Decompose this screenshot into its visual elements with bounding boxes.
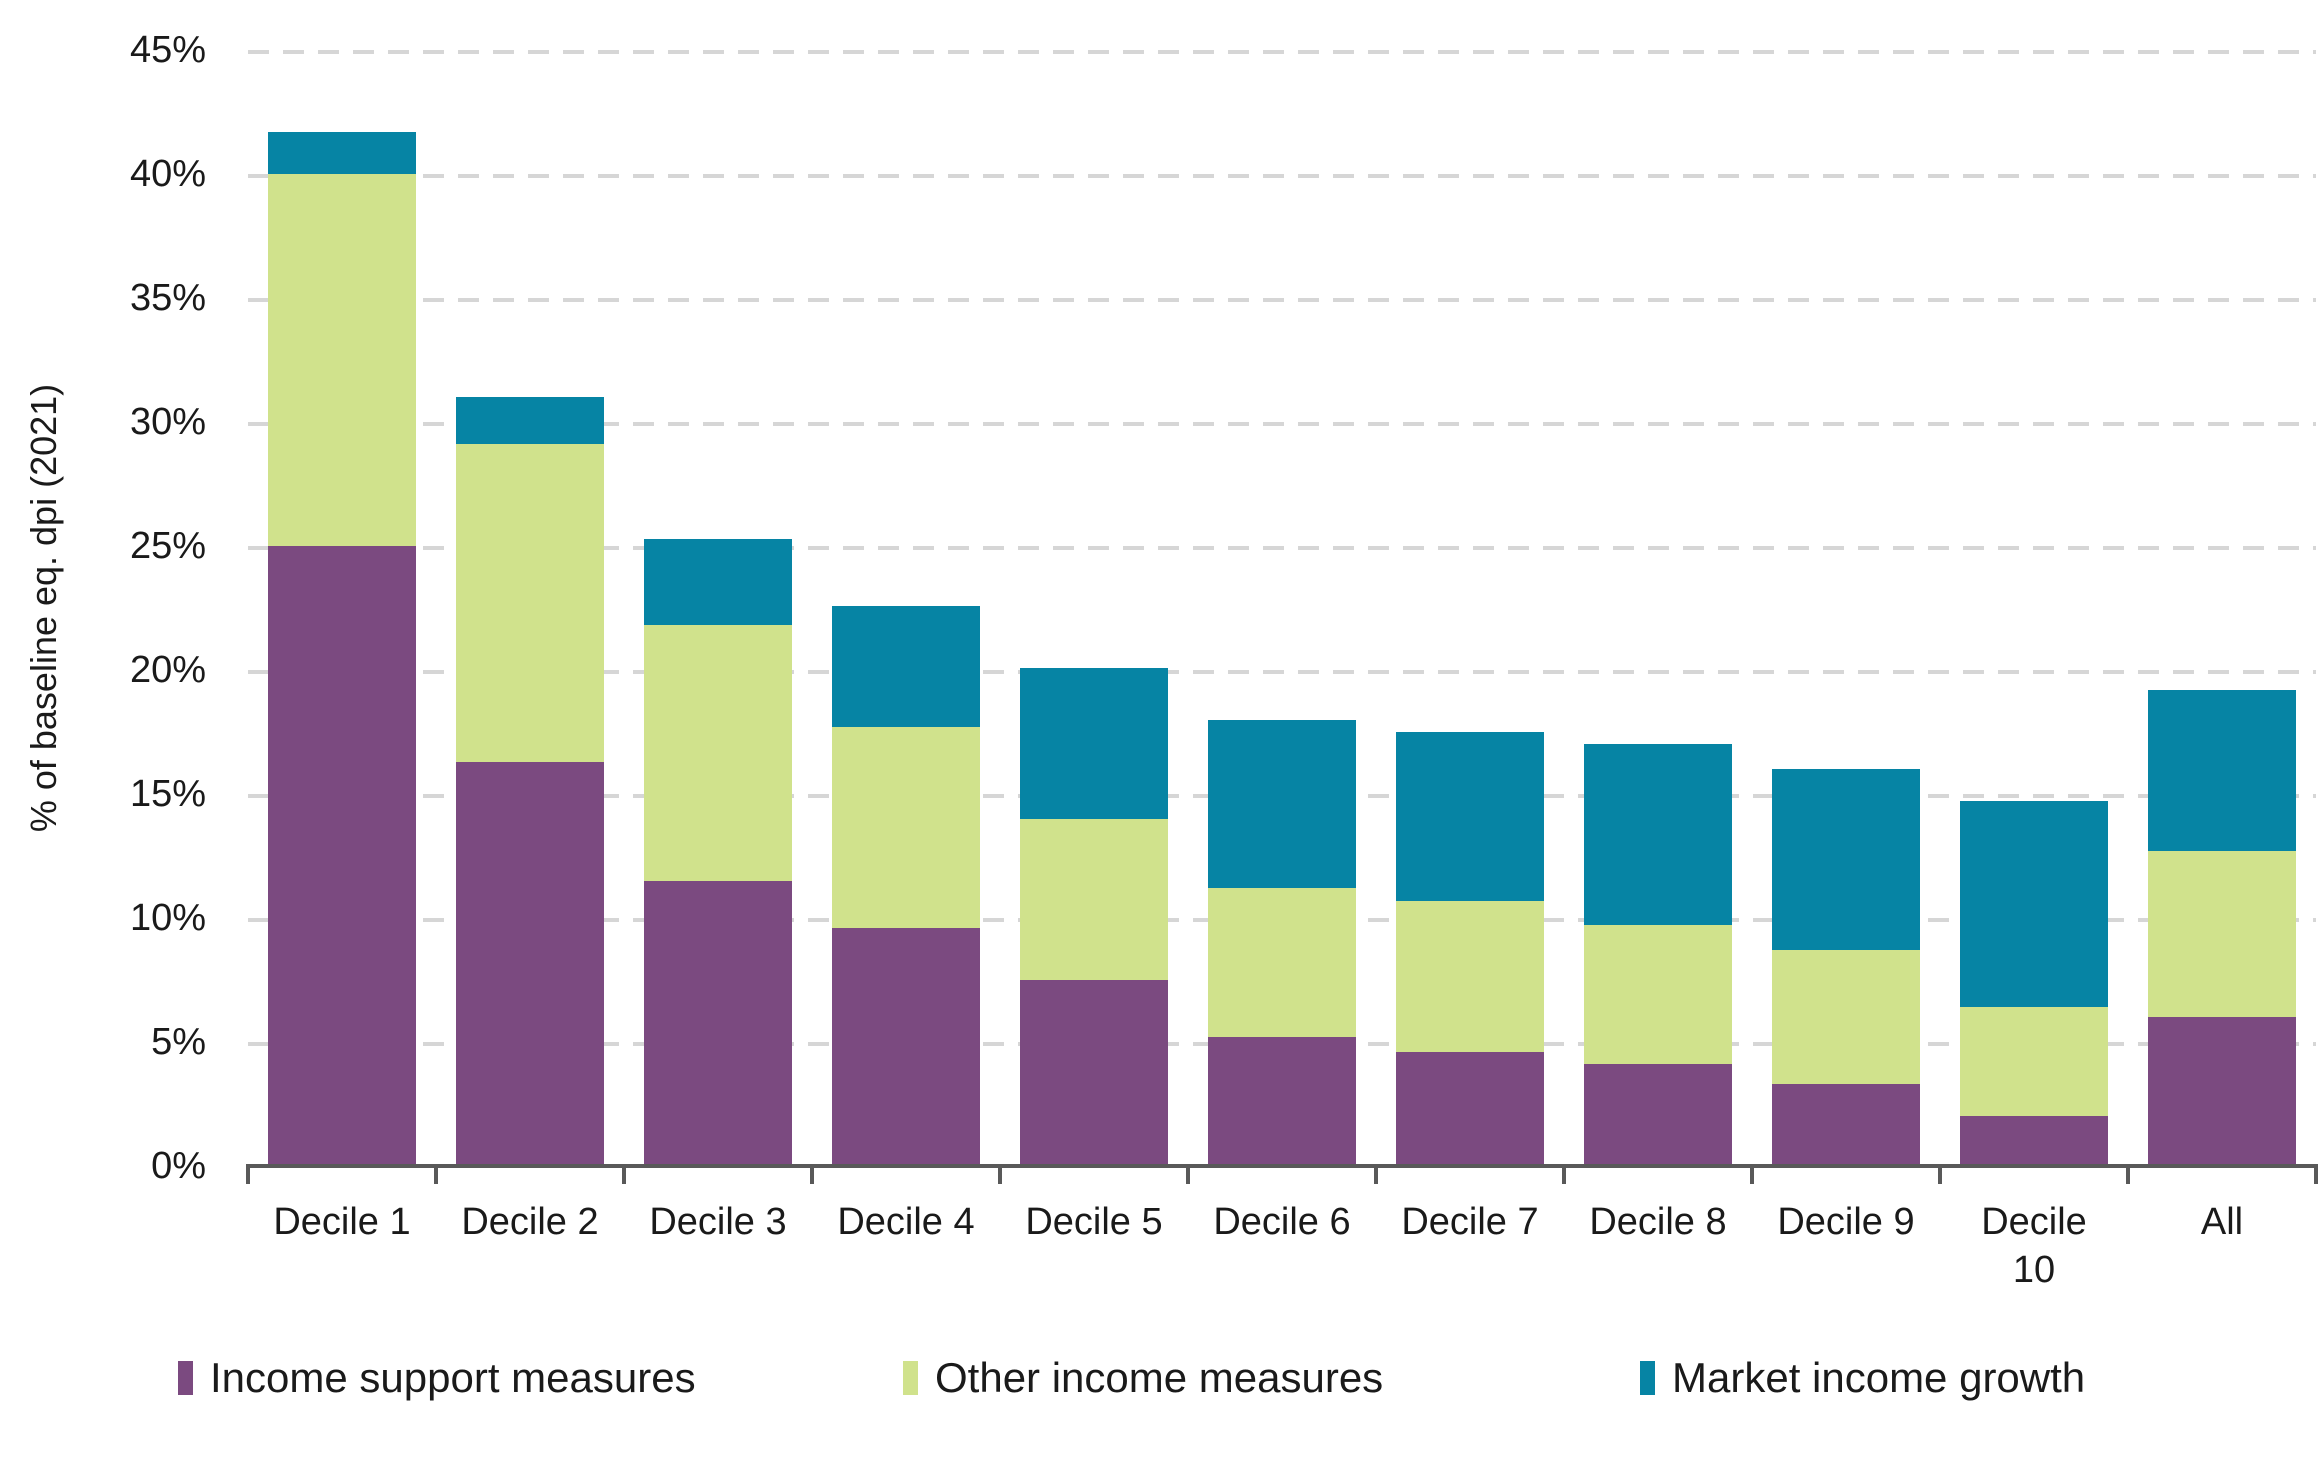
bar-group xyxy=(456,50,604,1166)
bar-segment xyxy=(1020,818,1168,980)
x-axis-tick xyxy=(810,1164,814,1184)
bar-group xyxy=(2148,50,2296,1166)
bar-segment xyxy=(456,444,604,762)
bar-group xyxy=(268,50,416,1166)
gridline-20 xyxy=(248,670,2316,674)
legend-item: Market income growth xyxy=(1640,1346,2085,1410)
legend-color-swatch xyxy=(178,1361,193,1395)
bar-segment xyxy=(1772,1084,1920,1166)
y-tick-label: 40% xyxy=(129,153,206,195)
bar-segment xyxy=(1960,1007,2108,1117)
x-category-label: All xyxy=(2200,1201,2244,1243)
y-tick-label: 45% xyxy=(129,29,206,71)
legend-item: Income support measures xyxy=(178,1346,696,1410)
x-axis-tick xyxy=(1562,1164,1566,1184)
x-axis-tick xyxy=(434,1164,438,1184)
x-axis-tick xyxy=(622,1164,626,1184)
bar-segment xyxy=(456,397,604,445)
legend-color-swatch xyxy=(1640,1361,1655,1395)
bar-segment xyxy=(1772,769,1920,951)
x-category-label: Decile 5 xyxy=(1025,1201,1163,1243)
bar-segment xyxy=(832,605,980,728)
x-axis-tick xyxy=(2126,1164,2130,1184)
legend-color-swatch xyxy=(903,1361,918,1395)
legend-label: Other income measures xyxy=(935,1354,1384,1401)
y-tick-label: 20% xyxy=(129,649,206,691)
bar-segment xyxy=(1584,925,1732,1065)
bar-segment xyxy=(1960,801,2108,1008)
x-axis-tick xyxy=(1186,1164,1190,1184)
x-category-label: Decile 10 xyxy=(1981,1201,2087,1291)
x-category-label: Decile 1 xyxy=(273,1201,411,1243)
gridline-45 xyxy=(248,50,2316,54)
bar-group xyxy=(1772,50,1920,1166)
bar-segment xyxy=(2148,1017,2296,1166)
bar-segment xyxy=(644,538,792,626)
bar-segment xyxy=(1396,1051,1544,1166)
bar-segment xyxy=(1208,888,1356,1038)
bar-segment xyxy=(1772,950,1920,1085)
x-category-label: Decile 9 xyxy=(1777,1201,1915,1243)
x-category-label: Decile 7 xyxy=(1401,1201,1539,1243)
y-tick-label: 5% xyxy=(151,1021,206,1063)
bar-segment xyxy=(268,131,416,174)
bar-group xyxy=(1584,50,1732,1166)
x-category-label: Decile 6 xyxy=(1213,1201,1351,1243)
legend-item: Other income measures xyxy=(903,1346,1383,1410)
y-tick-label: 10% xyxy=(129,897,206,939)
bar-group xyxy=(1020,50,1168,1166)
gridline-40 xyxy=(248,174,2316,178)
y-axis-title: % of baseline eq. dpi (2021) xyxy=(23,383,64,833)
legend: Income support measures Other income meas… xyxy=(0,1346,2320,1410)
legend-label: Income support measures xyxy=(210,1354,696,1401)
bar-segment xyxy=(1396,900,1544,1052)
bar-segment xyxy=(268,546,416,1166)
x-category-label: Decile 2 xyxy=(461,1201,599,1243)
bar-group xyxy=(1960,50,2108,1166)
bar-segment xyxy=(644,880,792,1166)
bar-segment xyxy=(2148,851,2296,1018)
x-axis-tick xyxy=(1750,1164,1754,1184)
gridline-25 xyxy=(248,546,2316,550)
y-tick-label: 25% xyxy=(129,525,206,567)
x-axis-line xyxy=(248,1164,2318,1168)
y-tick-label: 35% xyxy=(129,277,206,319)
y-tick-label: 0% xyxy=(151,1145,206,1187)
x-category-label: Decile 8 xyxy=(1589,1201,1727,1243)
bar-group xyxy=(1208,50,1356,1166)
bar-group xyxy=(1396,50,1544,1166)
bar-segment xyxy=(1020,980,1168,1166)
bar-segment xyxy=(1208,719,1356,889)
x-axis-tick xyxy=(2314,1164,2318,1184)
x-axis-tick xyxy=(1938,1164,1942,1184)
x-axis-tick xyxy=(246,1164,250,1184)
bar-group xyxy=(644,50,792,1166)
y-tick-label: 30% xyxy=(129,401,206,443)
bar-segment xyxy=(644,625,792,881)
gridline-35 xyxy=(248,298,2316,302)
bar-segment xyxy=(456,761,604,1166)
bar-segment xyxy=(1396,732,1544,901)
x-axis-tick xyxy=(998,1164,1002,1184)
gridline-30 xyxy=(248,422,2316,426)
bar-segment xyxy=(832,927,980,1166)
bar-segment xyxy=(1584,1064,1732,1166)
bar-segment xyxy=(1960,1116,2108,1166)
bar-segment xyxy=(1584,744,1732,926)
plot-area xyxy=(248,50,2316,1166)
y-tick-label: 15% xyxy=(129,773,206,815)
bar-group xyxy=(832,50,980,1166)
x-category-label: Decile 3 xyxy=(649,1201,787,1243)
bar-segment xyxy=(1020,667,1168,819)
bar-segment xyxy=(832,727,980,928)
bar-segment xyxy=(2148,689,2296,852)
x-axis-tick xyxy=(1374,1164,1378,1184)
legend-label: Market income growth xyxy=(1672,1354,2086,1401)
x-category-label: Decile 4 xyxy=(837,1201,975,1243)
bar-segment xyxy=(1208,1037,1356,1166)
bar-segment xyxy=(268,174,416,546)
